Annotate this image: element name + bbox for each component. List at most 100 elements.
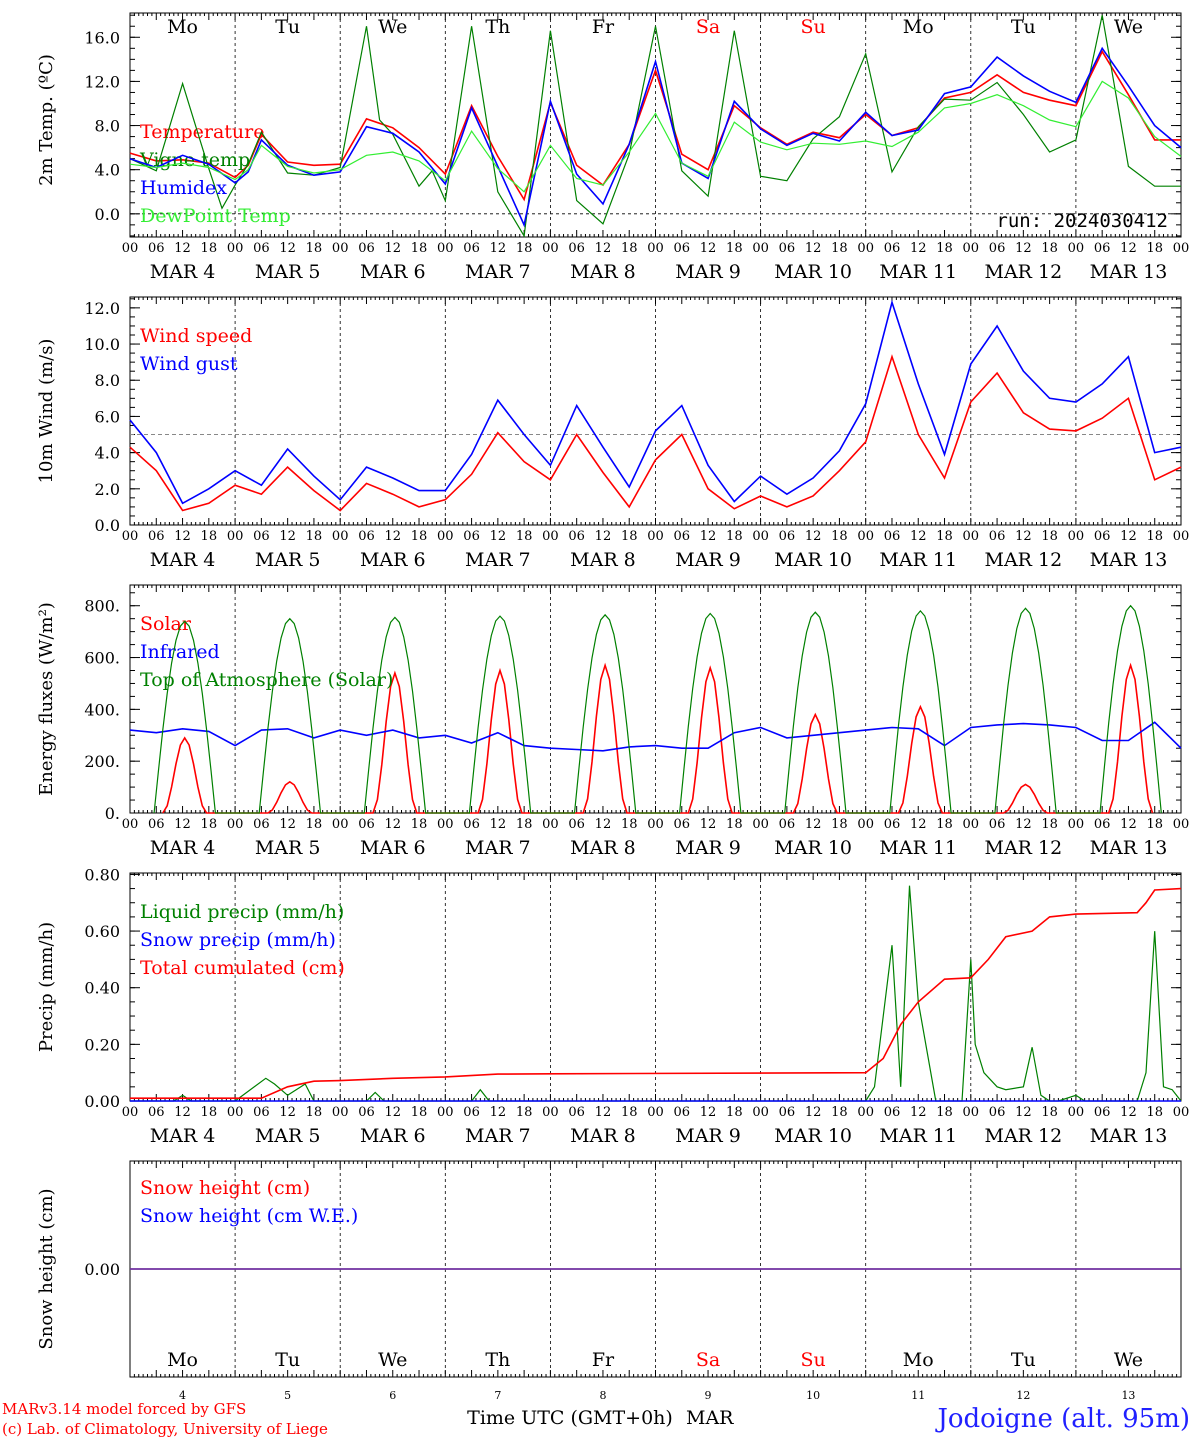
- hour-label: 00: [122, 1105, 139, 1120]
- date-label: MAR 9: [675, 261, 741, 283]
- date-label: MAR 13: [1090, 837, 1168, 859]
- weekday-label: Th: [485, 1349, 510, 1371]
- date-label: MAR 13: [1090, 261, 1168, 283]
- legend-entry: Top of Atmosphere (Solar): [140, 669, 393, 691]
- hour-label: 00: [963, 817, 980, 832]
- hour-label: 18: [201, 1105, 218, 1120]
- y-axis-label: Snow height (cm): [36, 1188, 57, 1349]
- date-number: 13: [1121, 1389, 1135, 1402]
- hour-label: 06: [358, 529, 375, 544]
- y-tick-label: 0.20: [84, 1035, 120, 1054]
- hour-label: 00: [647, 529, 664, 544]
- hour-label: 06: [1094, 529, 1111, 544]
- hour-label: 18: [831, 1105, 848, 1120]
- hour-label: 00: [647, 817, 664, 832]
- hour-label: 00: [332, 1105, 349, 1120]
- series-line: [129, 354, 1182, 512]
- legend-entry: Wind gust: [140, 353, 238, 375]
- y-tick-label: 4.0: [95, 161, 120, 180]
- hour-label: 00: [1173, 241, 1190, 256]
- hour-label: 06: [674, 241, 691, 256]
- date-label: MAR 9: [675, 1125, 741, 1147]
- hour-label: 18: [306, 1105, 323, 1120]
- hour-label: 06: [253, 817, 270, 832]
- weekday-label: Tu: [1011, 1349, 1036, 1371]
- hour-label: 18: [726, 241, 743, 256]
- hour-label: 18: [936, 1105, 953, 1120]
- hour-label: 18: [1146, 817, 1163, 832]
- hour-label: 12: [174, 529, 191, 544]
- weekday-label: Mo: [167, 16, 198, 38]
- hour-label: 06: [358, 1105, 375, 1120]
- y-tick-label: 0.80: [84, 865, 120, 884]
- hour-label: 06: [253, 241, 270, 256]
- hour-label: 06: [148, 241, 165, 256]
- series-line: [129, 15, 1181, 238]
- hour-label: 12: [279, 529, 296, 544]
- hour-label: 12: [490, 1105, 507, 1120]
- hour-label: 00: [542, 1105, 559, 1120]
- hour-label: 12: [279, 1105, 296, 1120]
- hour-label: 18: [1146, 241, 1163, 256]
- hour-label: 06: [568, 817, 585, 832]
- date-label: MAR 8: [570, 549, 636, 571]
- date-number: 4: [179, 1389, 186, 1402]
- legend-entry: Snow height (cm): [140, 1177, 310, 1199]
- hour-label: 00: [227, 529, 244, 544]
- hour-label: 06: [253, 529, 270, 544]
- hour-label: 00: [647, 1105, 664, 1120]
- date-label: MAR 11: [879, 549, 957, 571]
- legend-entry: Humidex: [140, 177, 227, 199]
- hour-label: 06: [148, 529, 165, 544]
- hour-label: 00: [542, 817, 559, 832]
- hour-label: 18: [726, 817, 743, 832]
- hour-label: 18: [621, 529, 638, 544]
- y-tick-label: 0.60: [84, 922, 120, 941]
- hour-label: 12: [1015, 529, 1032, 544]
- weekday-label: Mo: [167, 1349, 198, 1371]
- y-tick-label: 16.0: [84, 28, 120, 47]
- hour-label: 06: [568, 529, 585, 544]
- y-tick-label: 8.0: [95, 371, 120, 390]
- date-number: 12: [1016, 1389, 1030, 1402]
- hour-label: 00: [542, 241, 559, 256]
- y-tick-label: 4.0: [95, 444, 120, 463]
- y-tick-label: 0.0: [95, 205, 120, 224]
- hour-label: 12: [910, 241, 927, 256]
- y-tick-label: 0.40: [84, 979, 120, 998]
- hour-label: 06: [779, 817, 796, 832]
- hour-label: 12: [384, 1105, 401, 1120]
- hour-label: 12: [384, 817, 401, 832]
- hour-label: 00: [227, 1105, 244, 1120]
- legend-entry: Snow height (cm W.E.): [140, 1205, 358, 1227]
- hour-label: 12: [490, 817, 507, 832]
- panel-2: 12.0 10.0 8.0 6.0 4.0 2.0 0.0 10m Wind (m/s) Win…: [36, 296, 1189, 571]
- hour-label: 00: [122, 817, 139, 832]
- series-line: [130, 887, 1182, 1099]
- hour-label: 18: [306, 241, 323, 256]
- hour-label: 18: [831, 529, 848, 544]
- hour-label: 00: [332, 241, 349, 256]
- hour-label: 06: [358, 817, 375, 832]
- hour-label: 18: [1041, 817, 1058, 832]
- hour-label: 06: [1094, 817, 1111, 832]
- y-tick-label: 0.: [105, 804, 120, 823]
- legend-entry: Liquid precip (mm/h): [140, 901, 344, 923]
- station-name: Jodoigne (alt. 95m): [934, 1404, 1190, 1434]
- weekday-label: Th: [485, 16, 510, 38]
- hour-label: 12: [700, 817, 717, 832]
- x-axis-month: MAR: [686, 1407, 734, 1429]
- hour-label: 18: [306, 817, 323, 832]
- hour-label: 18: [726, 1105, 743, 1120]
- hour-label: 06: [253, 1105, 270, 1120]
- hour-label: 00: [227, 817, 244, 832]
- credit-line-1: MARv3.14 model forced by GFS: [2, 1400, 246, 1418]
- hour-label: 00: [122, 241, 139, 256]
- hour-label: 06: [884, 529, 901, 544]
- series-line: [129, 299, 1182, 505]
- hour-label: 06: [463, 241, 480, 256]
- date-label: MAR 4: [150, 549, 216, 571]
- y-axis-label: 10m Wind (m/s): [36, 339, 57, 484]
- hour-label: 12: [910, 1105, 927, 1120]
- hour-label: 00: [332, 529, 349, 544]
